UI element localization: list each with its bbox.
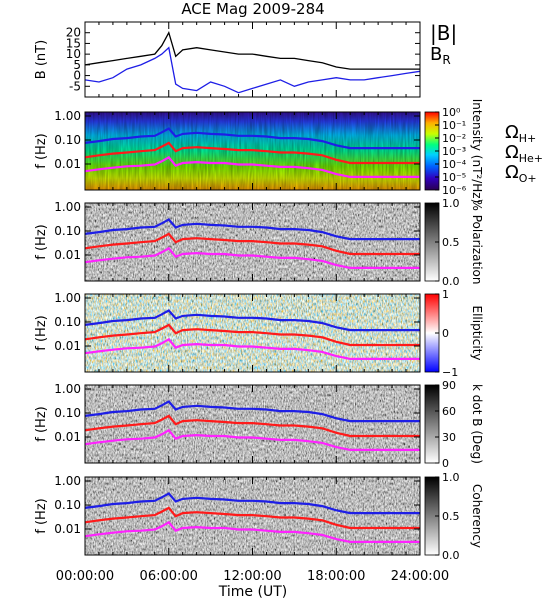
y-tick-label: 0.01	[54, 157, 81, 171]
panel-ellipticity: 1.00 0.10 0.01 1 0 −1 Ellipticity f (Hz)	[34, 288, 484, 379]
y-tick-label: 20	[66, 26, 81, 40]
colorbar-tick-label: 90	[442, 379, 456, 392]
x-axis-label: Time (UT)	[218, 584, 287, 600]
colorbar-tick-label: 1.0	[442, 471, 460, 484]
colorbar-tick-label: 30	[442, 431, 456, 444]
colorbar-tick-label: 10⁻⁴	[442, 158, 467, 171]
y-tick-label: 5	[73, 58, 81, 72]
gyro-line-h	[84, 400, 420, 423]
x-tick-label: 24:00:00	[391, 569, 449, 584]
colorbar-tick-label: 10⁻¹	[442, 119, 466, 132]
colorbar-tick-label: 60	[442, 405, 456, 418]
colorbar-tick-label: 0.0	[442, 275, 460, 288]
colorbar-tick-label: 10⁻²	[442, 132, 466, 145]
y-axis-label: f (Hz)	[34, 315, 49, 350]
colorbar-tick-label: 10⁻⁵	[442, 171, 466, 184]
gyro-line-h	[84, 127, 420, 150]
panel-coherency: 1.00 0.10 0.01 1.0 0.5 0.0 Coherency f (Hz)	[34, 471, 484, 562]
figure-title: ACE Mag 2009-284	[181, 0, 324, 18]
y-axis-label: B (nT)	[34, 40, 49, 79]
y-tick-label: 0.10	[54, 498, 81, 512]
x-tick-label: 00:00:00	[56, 569, 114, 584]
gyro-line-he	[84, 232, 420, 256]
x-axis: 00:00:00 06:00:00 12:00:00 18:00:00 24:00:00…	[56, 569, 449, 600]
colorbar-tick-label: 0.5	[442, 236, 460, 249]
y-tick-label: -5	[69, 79, 81, 93]
colorbar-label: k dot B (Deg)	[470, 384, 484, 464]
legend-subscript: R	[442, 53, 450, 67]
y-tick-label: 1.00	[54, 382, 81, 396]
y-tick-label: 0.10	[54, 133, 81, 147]
series-line-b-magnitude	[84, 31, 420, 70]
colorbar-tick-label: 10⁰	[442, 106, 461, 119]
gyro-line-he	[84, 506, 420, 530]
gyro-line-o	[84, 337, 420, 360]
y-tick-label: 1.00	[54, 109, 81, 123]
panel-polarization: 1.00 0.10 0.01 1.0 0.5 0.0 % Polarization f (Hz…	[34, 197, 484, 288]
y-tick-label: 15	[66, 36, 81, 50]
legend-b-magnitude: |B|	[430, 21, 457, 45]
colorbar-label: % Polarization	[470, 200, 484, 285]
colorbar-tick-label: 0.0	[442, 549, 460, 562]
colorbar-tick-label: 1	[442, 288, 449, 301]
colorbar-label: Ellipticity	[470, 306, 484, 361]
y-tick-label: 0.01	[54, 430, 81, 444]
gyro-line-he	[84, 141, 420, 165]
colorbar-tick-label: 10⁻³	[442, 145, 466, 158]
y-tick-label: 0.01	[54, 339, 81, 353]
x-tick-label: 18:00:00	[307, 569, 365, 584]
gyro-line-o	[84, 428, 420, 451]
legend-b-radial: BR	[430, 44, 451, 67]
y-tick-label: 1.00	[54, 474, 81, 488]
y-axis-label: f (Hz)	[34, 406, 49, 441]
y-tick-label: 0.01	[54, 248, 81, 262]
colorbar-label: Intensity (nT²/Hz)	[470, 99, 484, 204]
colorbar-tick-label: 0	[442, 457, 449, 470]
gyro-line-o	[84, 155, 420, 178]
y-axis-label: f (Hz)	[34, 498, 49, 533]
y-tick-label: 1.00	[54, 291, 81, 305]
panel-kdotb: 1.00 0.10 0.01 90 60 30 0 k dot B (Deg) f (Hz)	[34, 379, 484, 470]
y-tick-label: 1.00	[54, 200, 81, 214]
legend-subscript: H+	[519, 132, 537, 145]
x-tick-labels: 00:00:00 06:00:00 12:00:00 18:00:00 24:00:00	[56, 569, 449, 584]
gyro-line-h	[84, 492, 420, 515]
y-tick-label: 0.10	[54, 406, 81, 420]
gyro-line-he	[84, 414, 420, 438]
gyro-line-h	[84, 218, 420, 241]
gyro-line-o	[84, 246, 420, 269]
colorbar-tick-label: 10⁻⁶	[442, 184, 467, 197]
y-axis-label: f (Hz)	[34, 133, 49, 168]
colorbar-tick-label: −1	[442, 366, 458, 379]
y-tick-label: 10	[66, 47, 81, 61]
y-tick-label: 0.10	[54, 224, 81, 238]
legend-subscript: He+	[519, 152, 543, 165]
legend-gyro-o: ΩO+	[505, 162, 537, 185]
plot-area	[85, 22, 420, 97]
y-tick-label: 0	[73, 69, 81, 83]
colorbar	[424, 384, 440, 464]
colorbar-tick-label: 1.0	[442, 197, 460, 210]
legend-subscript: O+	[519, 172, 537, 185]
x-tick-label: 12:00:00	[223, 569, 281, 584]
y-tick-label: 0.01	[54, 522, 81, 536]
x-tick-label: 06:00:00	[140, 569, 198, 584]
colorbar-label: Coherency	[470, 484, 484, 548]
colorbar-tick-label: 0	[442, 327, 449, 340]
gyro-line-o	[84, 520, 420, 544]
gyro-line-he	[84, 323, 420, 347]
y-tick-label: 0.10	[54, 315, 81, 329]
series-line-b-radial	[84, 46, 421, 94]
y-axis-label: f (Hz)	[34, 224, 49, 259]
gyro-line-h	[84, 309, 420, 332]
colorbar-tick-label: 0.5	[442, 510, 460, 523]
